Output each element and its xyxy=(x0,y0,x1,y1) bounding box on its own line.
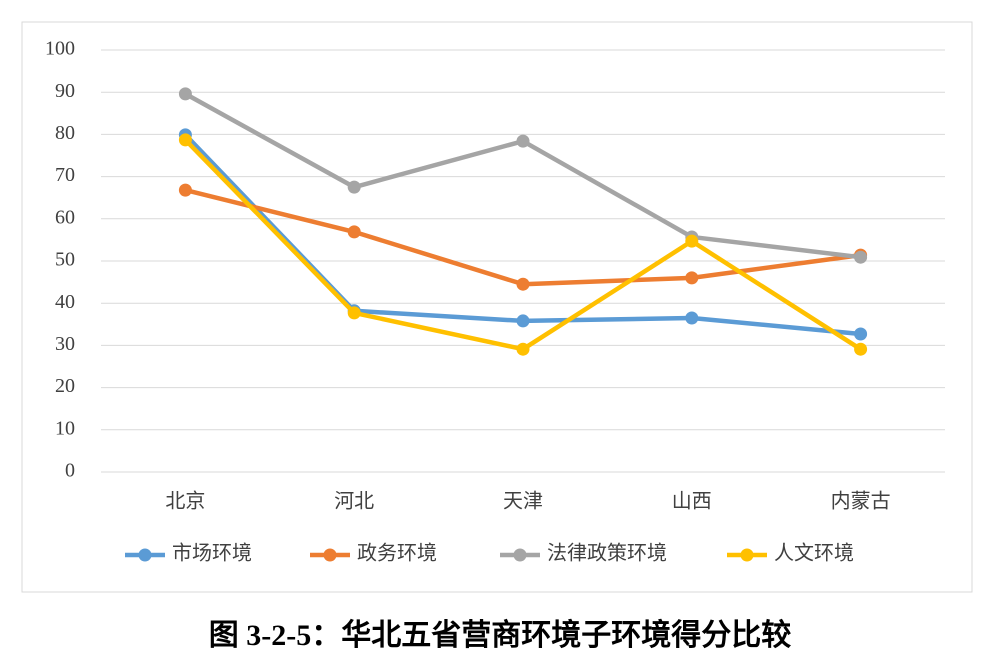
data-point xyxy=(347,306,361,320)
data-point xyxy=(347,225,361,239)
legend-label: 市场环境 xyxy=(172,542,252,565)
data-point xyxy=(685,271,699,285)
chart-frame xyxy=(21,21,973,593)
x-tick-label: 山西 xyxy=(672,490,712,513)
data-point xyxy=(516,314,530,328)
x-tick-label: 河北 xyxy=(334,490,374,513)
y-tick-label: 30 xyxy=(55,333,75,355)
y-tick-label: 60 xyxy=(55,206,75,228)
y-tick-label: 70 xyxy=(55,164,75,186)
legend-label: 法律政策环境 xyxy=(547,542,667,565)
y-tick-label: 20 xyxy=(55,375,75,397)
data-point xyxy=(854,250,868,264)
legend-label: 政务环境 xyxy=(357,542,437,565)
data-point xyxy=(347,180,361,194)
legend-marker xyxy=(323,548,337,562)
x-tick-label: 天津 xyxy=(503,490,543,513)
data-point xyxy=(685,234,699,248)
legend-label: 人文环境 xyxy=(774,542,854,565)
data-point xyxy=(178,133,192,147)
y-tick-label: 10 xyxy=(55,417,75,439)
y-tick-label: 50 xyxy=(55,249,75,271)
data-point xyxy=(516,342,530,356)
y-tick-label: 40 xyxy=(55,291,75,313)
x-tick-label: 北京 xyxy=(165,490,205,513)
x-tick-label: 内蒙古 xyxy=(831,490,891,513)
y-tick-label: 0 xyxy=(65,460,75,482)
data-point xyxy=(516,134,530,148)
data-point xyxy=(854,342,868,356)
y-tick-label: 80 xyxy=(55,122,75,144)
y-tick-label: 100 xyxy=(45,38,75,60)
legend-marker xyxy=(513,548,527,562)
data-point xyxy=(178,87,192,101)
legend-marker xyxy=(138,548,152,562)
data-point xyxy=(854,327,868,341)
data-point xyxy=(685,311,699,325)
data-point xyxy=(516,277,530,291)
legend-marker xyxy=(740,548,754,562)
chart-title: 图 3-2-5：华北五省营商环境子环境得分比较 xyxy=(209,618,791,652)
y-tick-label: 90 xyxy=(55,80,75,102)
data-point xyxy=(178,183,192,197)
